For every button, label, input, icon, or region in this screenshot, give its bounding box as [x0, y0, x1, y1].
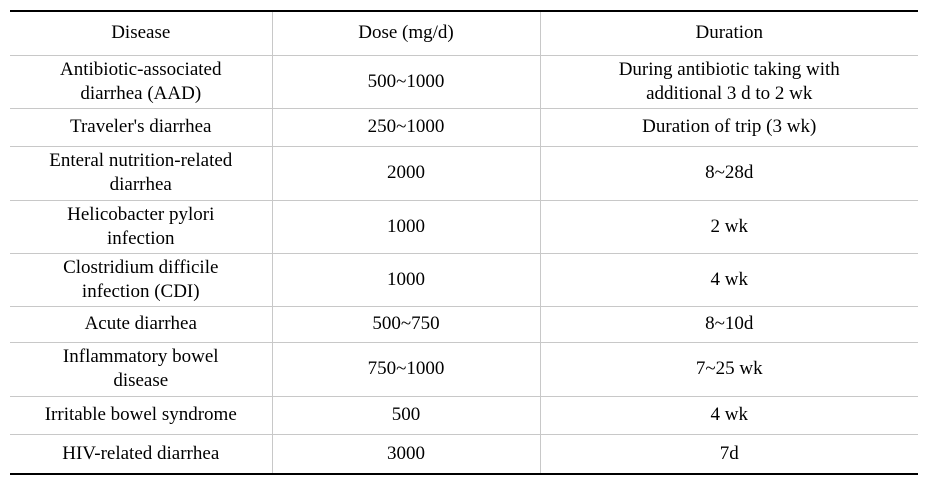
header-cell: Disease [10, 11, 273, 56]
table-cell: 1000 [271, 252, 541, 307]
table-row: HIV-related diarrhea 3000 7d [10, 433, 918, 474]
table-row: Traveler's diarrhea 250~1000 Duration of t… [10, 107, 918, 147]
data-table: Disease Dose (mg/d) Duration Antibiotic-as… [10, 10, 918, 475]
table-cell: 500 [271, 395, 541, 435]
header-cell: Duration [539, 11, 918, 56]
table-cell: 7d [539, 433, 918, 474]
table-cell: Enteral nutrition-related diarrhea [10, 145, 273, 201]
table-cell: 4 wk [539, 395, 918, 435]
table-cell: 2 wk [539, 199, 918, 254]
table-row: Inflammatory bowel disease 750~1000 7~25 w… [10, 341, 918, 397]
table-cell: 750~1000 [271, 341, 541, 397]
table-cell: 500~1000 [271, 54, 541, 109]
table-cell: Antibiotic-associated diarrhea (AAD) [10, 54, 273, 109]
table-cell: 3000 [271, 433, 541, 474]
table-cell: 1000 [271, 199, 541, 254]
table-cell: 2000 [271, 145, 541, 201]
table-cell: HIV-related diarrhea [10, 433, 273, 474]
table-cell: 250~1000 [271, 107, 541, 147]
table-row: Enteral nutrition-related diarrhea 2000 8~… [10, 145, 918, 201]
table-cell: 7~25 wk [539, 341, 918, 397]
table-cell: Irritable bowel syndrome [10, 395, 273, 435]
table-cell: 4 wk [539, 252, 918, 307]
header-cell: Dose (mg/d) [271, 11, 541, 56]
table-cell: Helicobacter pylori infection [10, 199, 273, 254]
table-cell: Duration of trip (3 wk) [539, 107, 918, 147]
table-row: Clostridium difficile infection (CDI) 100… [10, 252, 918, 307]
table-cell: 8~28d [539, 145, 918, 201]
table-cell: Acute diarrhea [10, 305, 273, 343]
table-body: Antibiotic-associated diarrhea (AAD) 500~… [10, 54, 918, 474]
table-row: Irritable bowel syndrome 500 4 wk [10, 395, 918, 435]
table-cell: 8~10d [539, 305, 918, 343]
table-cell: Traveler's diarrhea [10, 107, 273, 147]
table-header: Disease Dose (mg/d) Duration [10, 11, 918, 56]
table-cell: Inflammatory bowel disease [10, 341, 273, 397]
table-row: Acute diarrhea 500~750 8~10d [10, 305, 918, 343]
table-cell: Clostridium difficile infection (CDI) [10, 252, 273, 307]
table-row: Antibiotic-associated diarrhea (AAD) 500~… [10, 54, 918, 109]
table-cell: During antibiotic taking with additional… [539, 54, 918, 109]
table-cell: 500~750 [271, 305, 541, 343]
table-row: Helicobacter pylori infection 1000 2 wk [10, 199, 918, 254]
